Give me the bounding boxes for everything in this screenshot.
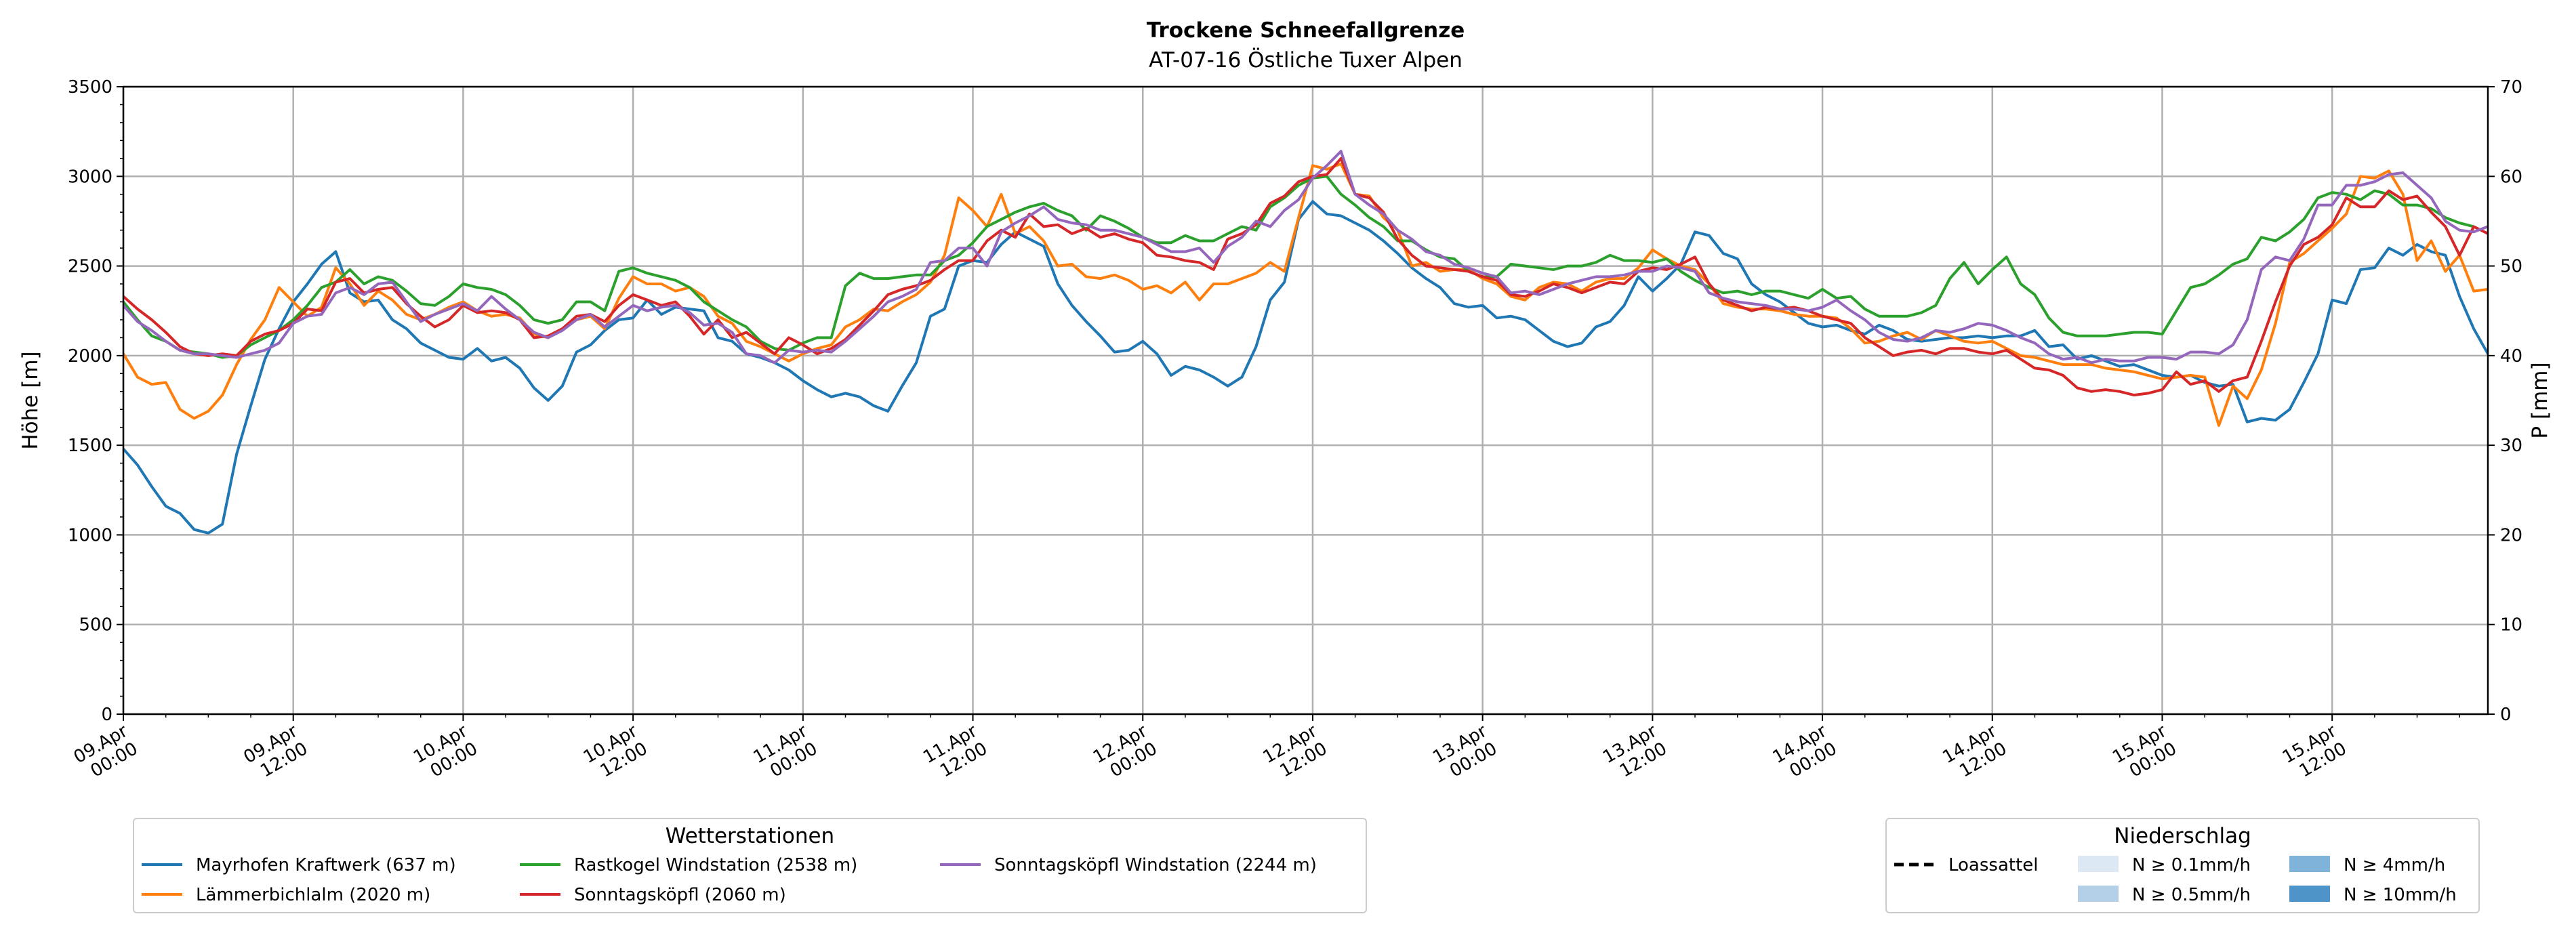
y-axis-label: Höhe [m]: [18, 351, 43, 449]
precip-legend-swatch: [2289, 886, 2330, 902]
legend-label: Sonntagsköpfl (2060 m): [574, 885, 786, 905]
precip-legend-swatch: [2078, 856, 2119, 872]
legend-label: Sonntagsköpfl Windstation (2244 m): [994, 855, 1317, 875]
y2-tick-label: 30: [2500, 436, 2522, 456]
precip-legend-swatch: [2289, 856, 2330, 872]
y2-tick-label: 60: [2500, 167, 2522, 187]
precip-legend-title: Niederschlag: [2114, 824, 2251, 848]
legend-label: Mayrhofen Kraftwerk (637 m): [196, 855, 456, 875]
station-legend-title: Wetterstationen: [666, 824, 834, 848]
series-line-2: [123, 162, 2488, 427]
y2-tick-label: 0: [2500, 705, 2512, 725]
series-line-3: [123, 175, 2474, 359]
chart-subtitle: AT-07-16 Östliche Tuxer Alpen: [1149, 47, 1463, 72]
y-tick-label: 500: [79, 615, 113, 636]
legend-label: Rastkogel Windstation (2538 m): [574, 855, 857, 875]
precip-legend-box: [1885, 818, 2480, 913]
y-tick-label: 1500: [68, 436, 113, 456]
y2-tick-label: 40: [2500, 346, 2522, 367]
precip-legend-label: N ≥ 0.5mm/h: [2132, 885, 2251, 905]
y2-tick-label: 20: [2500, 525, 2522, 545]
y2-tick-label: 50: [2500, 257, 2522, 277]
chart-title: Trockene Schneefallgrenze: [1147, 18, 1465, 43]
legend-label: Lämmerbichlalm (2020 m): [196, 885, 430, 905]
series-line-1: [123, 200, 2488, 535]
series-line-5: [123, 150, 2488, 365]
y2-axis-label: P [mm]: [2528, 362, 2552, 438]
y2-tick-label: 70: [2500, 77, 2522, 98]
precip-legend-label: Loassattel: [1948, 855, 2039, 875]
y-tick-label: 3000: [68, 167, 113, 187]
series-group: [123, 150, 2488, 535]
y-tick-label: 2000: [68, 346, 113, 367]
station-legend-box: [133, 818, 1367, 913]
y-tick-label: 2500: [68, 257, 113, 277]
y-tick-label: 3500: [68, 77, 113, 98]
y-tick-label: 1000: [68, 525, 113, 545]
precip-legend-label: N ≥ 0.1mm/h: [2132, 855, 2251, 875]
precip-legend-label: N ≥ 10mm/h: [2344, 885, 2457, 905]
plot-frame: [122, 85, 2489, 716]
y-tick-label: 0: [101, 705, 113, 725]
precip-legend-label: N ≥ 4mm/h: [2344, 855, 2445, 875]
y2-tick-label: 10: [2500, 615, 2522, 636]
precip-legend-swatch: [2078, 886, 2119, 902]
